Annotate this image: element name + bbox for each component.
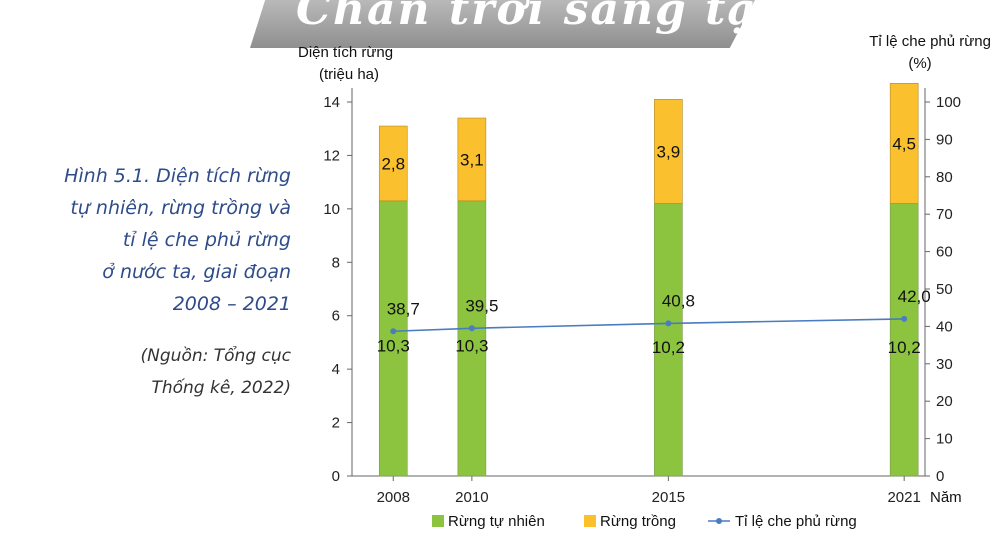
source-line: Thống kê, 2022) [151,378,291,398]
coverage-point [390,328,397,335]
caption-line: 2008 – 2021 [172,293,291,315]
label-natural-forest: 10,2 [888,338,921,357]
label-planted-forest: 4,5 [892,134,916,153]
right-axis-unit: (%) [908,55,931,72]
bar-natural-forest [654,203,683,477]
legend-label-natural-forest: Rừng tự nhiên [448,513,545,530]
legend-swatch-natural-forest [432,515,444,527]
left-axis-tick-label: 6 [332,308,340,325]
x-axis-tick-label: 2010 [455,489,488,506]
coverage-point [468,325,475,332]
left-axis-unit: (triệu ha) [319,66,379,83]
watermark-band [250,0,755,48]
left-axis-tick-label: 8 [332,254,340,271]
right-axis-title: Tỉ lệ che phủ rừng [869,33,991,50]
right-axis-tick-label: 50 [936,281,953,298]
right-axis-tick-label: 60 [936,244,953,261]
left-axis-tick-label: 0 [332,468,340,485]
right-axis-tick-label: 80 [936,169,953,186]
label-planted-forest: 3,1 [460,150,484,169]
bar-natural-forest [889,203,919,477]
coverage-line [393,318,905,333]
coverage-label: 39,5 [465,296,498,315]
x-axis-title: Năm [930,489,962,506]
bar-planted-forest [378,125,408,202]
left-axis-tick-label: 10 [323,201,340,218]
left-axis-tick-label: 14 [323,94,340,111]
caption-line: ở nước ta, giai đoạn [102,261,291,283]
caption-line: Hình 5.1. Diện tích rừng [64,165,291,187]
watermark-text: Chân trời sáng tạo [296,0,790,35]
left-axis-tick-label: 4 [332,361,340,378]
right-axis-tick-label: 40 [936,318,953,335]
right-axis-tick-label: 10 [936,431,953,448]
label-planted-forest: 2,8 [381,154,405,173]
bar-natural-forest [378,200,408,477]
source-line: (Nguồn: Tổng cục [140,346,291,366]
x-axis-tick-label: 2015 [652,489,685,506]
left-axis-tick-label: 2 [332,415,340,432]
bar-natural-forest [457,200,487,477]
legend-label-planted-forest: Rừng trồng [600,513,676,530]
caption-line: tự nhiên, rừng trồng và [70,197,291,219]
right-axis-tick-label: 90 [936,131,953,148]
x-axis-tick-label: 2008 [377,489,410,506]
left-axis-tick-label: 12 [323,147,340,164]
coverage-label: 38,7 [387,299,420,318]
bar-planted-forest [457,117,487,202]
label-natural-forest: 10,3 [455,336,488,355]
bar-planted-forest [654,99,683,204]
coverage-label: 42,0 [898,287,931,306]
right-axis-tick-label: 100 [936,94,961,111]
label-natural-forest: 10,2 [652,338,685,357]
legend-swatch-planted-forest [584,515,596,527]
right-axis-tick-label: 0 [936,468,944,485]
label-planted-forest: 3,9 [657,142,681,161]
left-axis-title: Diện tích rừng [298,44,393,61]
label-natural-forest: 10,3 [377,336,410,355]
right-axis-tick-label: 20 [936,393,953,410]
legend-label-coverage: Tỉ lệ che phủ rừng [735,513,857,530]
coverage-point [901,315,908,322]
caption-line: tỉ lệ che phủ rừng [122,229,291,251]
x-axis-tick-label: 2021 [887,489,920,506]
bar-planted-forest [889,83,919,204]
figure-source: (Nguồn: Tổng cục Thống kê, 2022) [31,340,291,404]
figure-caption: Hình 5.1. Diện tích rừng tự nhiên, rừng … [31,160,291,320]
coverage-point [665,320,672,327]
legend-marker-coverage [716,518,722,524]
coverage-label: 40,8 [662,291,695,310]
right-axis-tick-label: 30 [936,356,953,373]
right-axis-tick-label: 70 [936,206,953,223]
